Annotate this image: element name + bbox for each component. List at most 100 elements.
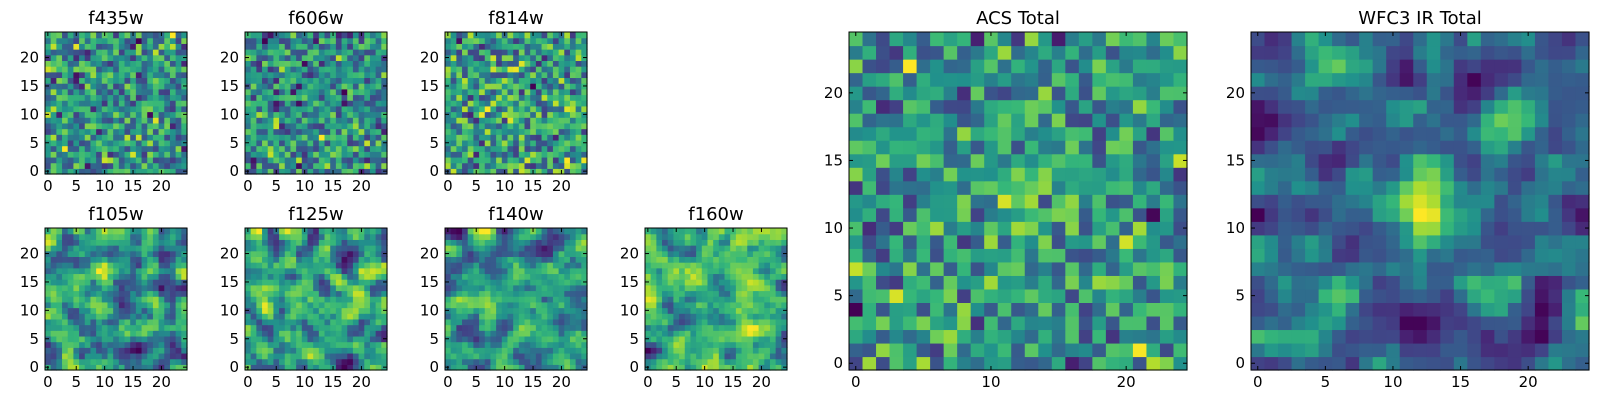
heatmap-cell: [158, 245, 165, 252]
heatmap-cell: [256, 233, 263, 240]
heatmap-cell: [943, 194, 958, 209]
heatmap-cell: [997, 180, 1012, 195]
heatmap-cell: [141, 279, 148, 286]
heatmap-cell: [530, 88, 537, 96]
heatmap-cell: [718, 358, 726, 365]
heatmap-cell: [552, 156, 560, 164]
heatmap-cell: [107, 111, 114, 118]
heatmap-cell: [307, 145, 314, 152]
heatmap-cell: [118, 88, 126, 96]
heatmap-cell: [256, 284, 263, 292]
x-tick-label: 5: [471, 177, 481, 195]
heatmap-cell: [758, 267, 765, 275]
heatmap-cell: [575, 156, 582, 164]
heatmap-cell: [1065, 275, 1080, 290]
heatmap-cell: [267, 122, 274, 130]
heatmap-cell: [943, 207, 958, 222]
heatmap-cell: [673, 267, 680, 275]
heatmap-cell: [564, 117, 571, 124]
heatmap-cell: [541, 284, 548, 292]
heatmap-cell: [456, 335, 463, 343]
heatmap-cell: [1173, 234, 1188, 249]
heatmap-cell: [445, 313, 452, 320]
heatmap-cell: [169, 301, 177, 309]
heatmap-cell: [552, 111, 560, 118]
heatmap-cell: [250, 290, 257, 297]
heatmap-cell: [684, 364, 692, 371]
heatmap-cell: [575, 290, 582, 297]
heatmap-cell: [496, 128, 503, 135]
heatmap-cell: [147, 358, 154, 365]
heatmap-cell: [735, 233, 743, 240]
heatmap-cell: [313, 352, 320, 360]
heatmap-cell: [158, 83, 165, 90]
heatmap-cell: [903, 275, 918, 290]
heatmap-cell: [758, 341, 765, 348]
heatmap-cell: [473, 49, 480, 56]
heatmap-cell: [358, 239, 365, 246]
heatmap-cell: [684, 358, 692, 365]
heatmap-cell: [290, 60, 297, 67]
heatmap-cell: [73, 239, 80, 246]
heatmap-cell: [541, 145, 548, 152]
heatmap-cell: [147, 128, 154, 135]
heatmap-cell: [352, 71, 360, 79]
heatmap-cell: [124, 279, 131, 286]
heatmap-cell: [181, 60, 188, 67]
heatmap-cell: [467, 54, 474, 61]
heatmap-cell: [530, 250, 537, 257]
heatmap-cell: [364, 168, 371, 175]
heatmap-cell: [375, 128, 382, 135]
heatmap-cell: [175, 324, 182, 331]
heatmap-cell: [313, 239, 320, 246]
heatmap-cell: [645, 284, 652, 292]
heatmap-cell: [535, 228, 543, 235]
heatmap-cell: [284, 279, 292, 286]
heatmap-cell: [273, 335, 280, 343]
heatmap-cell: [513, 239, 520, 246]
heatmap-cell: [1159, 315, 1175, 331]
heatmap-cell: [381, 228, 388, 235]
heatmap-cell: [56, 250, 63, 257]
heatmap-cell: [169, 364, 177, 371]
heatmap-cell: [575, 245, 582, 252]
heatmap-cell: [79, 262, 86, 269]
heatmap-cell: [279, 71, 286, 79]
heatmap-cell: [101, 145, 109, 152]
heatmap-cell: [118, 32, 126, 39]
heatmap-cell: [535, 301, 543, 309]
heatmap-cell: [501, 94, 509, 101]
heatmap-cell: [462, 290, 469, 297]
heatmap-cell: [107, 239, 114, 246]
heatmap-cell: [930, 275, 945, 290]
heatmap-cell: [862, 275, 877, 290]
heatmap-cell: [73, 245, 80, 252]
heatmap-cell: [50, 267, 57, 275]
heatmap-cell: [330, 245, 337, 252]
heatmap-cell: [479, 245, 486, 252]
heatmap-cell: [330, 117, 337, 124]
heatmap-cell: [547, 105, 554, 113]
heatmap-cell: [957, 261, 972, 276]
heatmap-cell: [90, 88, 97, 96]
heatmap-cell: [158, 239, 165, 246]
heatmap-cell: [781, 352, 788, 360]
heatmap-cell: [530, 335, 537, 343]
heatmap-cell: [290, 111, 297, 118]
heatmap-cell: [141, 364, 148, 371]
heatmap-cell: [690, 228, 697, 235]
heatmap-cell: [79, 313, 86, 320]
heatmap-cell: [552, 32, 560, 39]
heatmap-cell: [256, 145, 263, 152]
heatmap-cell: [256, 301, 263, 309]
heatmap-cell: [957, 315, 972, 331]
heatmap-cell: [764, 301, 771, 309]
heatmap-cell: [335, 341, 343, 348]
heatmap-cell: [273, 49, 280, 56]
heatmap-cell: [296, 134, 303, 141]
heatmap-cell: [56, 290, 63, 297]
heatmap-cell: [484, 117, 492, 124]
heatmap-cell: [267, 77, 274, 84]
heatmap-cell: [375, 94, 382, 101]
heatmap-cell: [107, 54, 114, 61]
